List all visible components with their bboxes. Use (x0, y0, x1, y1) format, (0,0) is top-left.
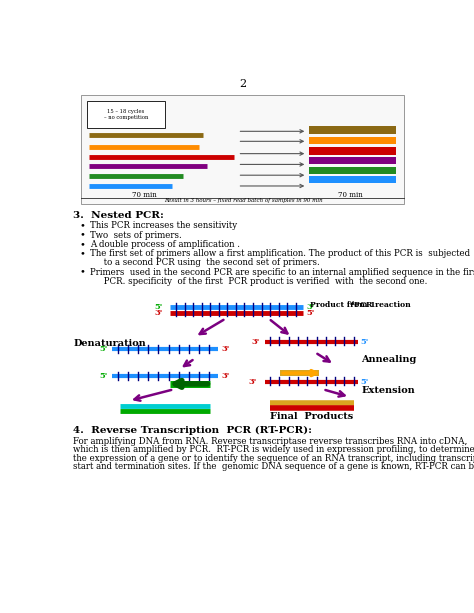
Text: 3.  Nested PCR:: 3. Nested PCR: (73, 211, 164, 219)
Text: Result in 3 hours – fixed read batch of samples in 90 min: Result in 3 hours – fixed read batch of … (164, 198, 322, 203)
Text: 15 – 18 cycles
– no competition: 15 – 18 cycles – no competition (104, 109, 148, 120)
Bar (309, 137, 396, 145)
Text: 5': 5' (154, 303, 162, 311)
Text: •: • (80, 249, 85, 258)
Text: 4.  Reverse Transcription  PCR (RT-PCR):: 4. Reverse Transcription PCR (RT-PCR): (73, 426, 312, 435)
Text: •: • (80, 240, 85, 249)
Text: 3': 3' (221, 372, 229, 380)
Text: Primers  used in the second PCR are specific to an internal amplified sequence i: Primers used in the second PCR are speci… (90, 268, 474, 276)
Text: Denaturation: Denaturation (73, 338, 146, 348)
Text: 3': 3' (154, 309, 162, 317)
Bar (309, 176, 396, 183)
Text: to a second PCR using  the second set of primers.: to a second PCR using the second set of … (90, 258, 320, 267)
Bar (280, 370, 319, 376)
Text: 5': 5' (361, 338, 369, 346)
Bar (309, 158, 396, 164)
Text: Two  sets of primers.: Two sets of primers. (90, 230, 182, 240)
Bar (309, 126, 396, 134)
Text: For amplifying DNA from RNA. Reverse transcriptase reverse transcribes RNA into : For amplifying DNA from RNA. Reverse tra… (73, 437, 467, 446)
Text: PCR reaction: PCR reaction (354, 302, 410, 310)
Text: •: • (80, 221, 85, 230)
Text: A double process of amplification .: A double process of amplification . (90, 240, 240, 249)
Text: start and termination sites. If the  genomic DNA sequence of a gene is known, RT: start and termination sites. If the geno… (73, 462, 474, 471)
Text: 3': 3' (221, 345, 229, 353)
Text: •: • (80, 268, 85, 276)
Text: 3': 3' (252, 338, 260, 346)
Bar (309, 148, 396, 155)
Text: 3': 3' (307, 303, 315, 311)
Text: 5': 5' (307, 309, 315, 317)
Bar (81, 95, 404, 205)
Text: 3': 3' (249, 378, 257, 386)
Text: the expression of a gene or to identify the sequence of an RNA transcript, inclu: the expression of a gene or to identify … (73, 454, 474, 463)
Text: Product from 1: Product from 1 (310, 302, 375, 310)
Text: 70 min: 70 min (337, 191, 362, 199)
Text: Final  Products: Final Products (270, 412, 353, 421)
Text: Annealing: Annealing (362, 356, 417, 365)
Text: 70 min: 70 min (132, 191, 157, 199)
Text: 5': 5' (99, 345, 107, 353)
Text: •: • (80, 230, 85, 240)
Text: PCR. specificity  of the first  PCR product is verified  with  the second one.: PCR. specificity of the first PCR produc… (90, 277, 428, 286)
Text: The first set of primers allow a first amplification. The product of this PCR is: The first set of primers allow a first a… (90, 249, 470, 258)
Text: st: st (350, 302, 356, 306)
Text: 5': 5' (361, 378, 369, 386)
Text: which is then amplified by PCR.  RT-PCR is widely used in expression profiling, : which is then amplified by PCR. RT-PCR i… (73, 446, 474, 454)
Bar (87, 101, 164, 128)
Text: Extension: Extension (362, 386, 415, 395)
Text: This PCR increases the sensitivity: This PCR increases the sensitivity (90, 221, 237, 230)
Text: 2: 2 (239, 78, 246, 88)
Text: 5': 5' (99, 372, 107, 380)
Bar (309, 167, 396, 173)
